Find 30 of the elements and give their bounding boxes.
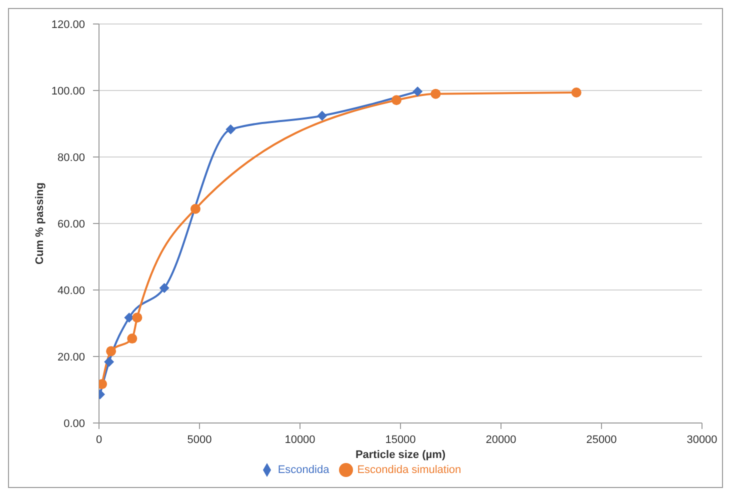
x-axis-title: Particle size (µm) xyxy=(355,449,446,461)
point xyxy=(571,87,582,98)
y-axis-title: Cum % passing xyxy=(34,182,46,264)
y-tick-label: 20.00 xyxy=(57,351,85,364)
x-tick-label: 25000 xyxy=(586,434,617,446)
x-tick-label: 5000 xyxy=(187,434,212,446)
x-tick-label: 15000 xyxy=(385,434,416,446)
point xyxy=(104,356,114,367)
y-tick-label: 120.00 xyxy=(51,18,85,31)
point xyxy=(391,95,402,106)
point xyxy=(132,312,142,323)
y-tick-label: 100.00 xyxy=(51,85,85,98)
point xyxy=(190,204,200,214)
point xyxy=(127,334,138,344)
point xyxy=(317,110,328,121)
point xyxy=(412,86,423,96)
point xyxy=(106,346,116,356)
y-tick-label: 60.00 xyxy=(57,218,85,230)
x-tick-label: 10000 xyxy=(284,434,316,446)
y-tick-label: 80.00 xyxy=(57,152,85,164)
point xyxy=(430,88,441,99)
legend-label: Escondida xyxy=(278,464,330,476)
y-tick-label: 0.00 xyxy=(64,418,85,430)
y-tick-label: 40.00 xyxy=(57,284,85,297)
x-tick-label: 0 xyxy=(96,434,102,446)
point xyxy=(226,124,236,134)
x-tick-label: 30000 xyxy=(686,434,718,446)
point xyxy=(159,283,170,294)
x-tick-label: 20000 xyxy=(486,434,516,446)
legend-label: Escondida simulation xyxy=(357,464,462,476)
